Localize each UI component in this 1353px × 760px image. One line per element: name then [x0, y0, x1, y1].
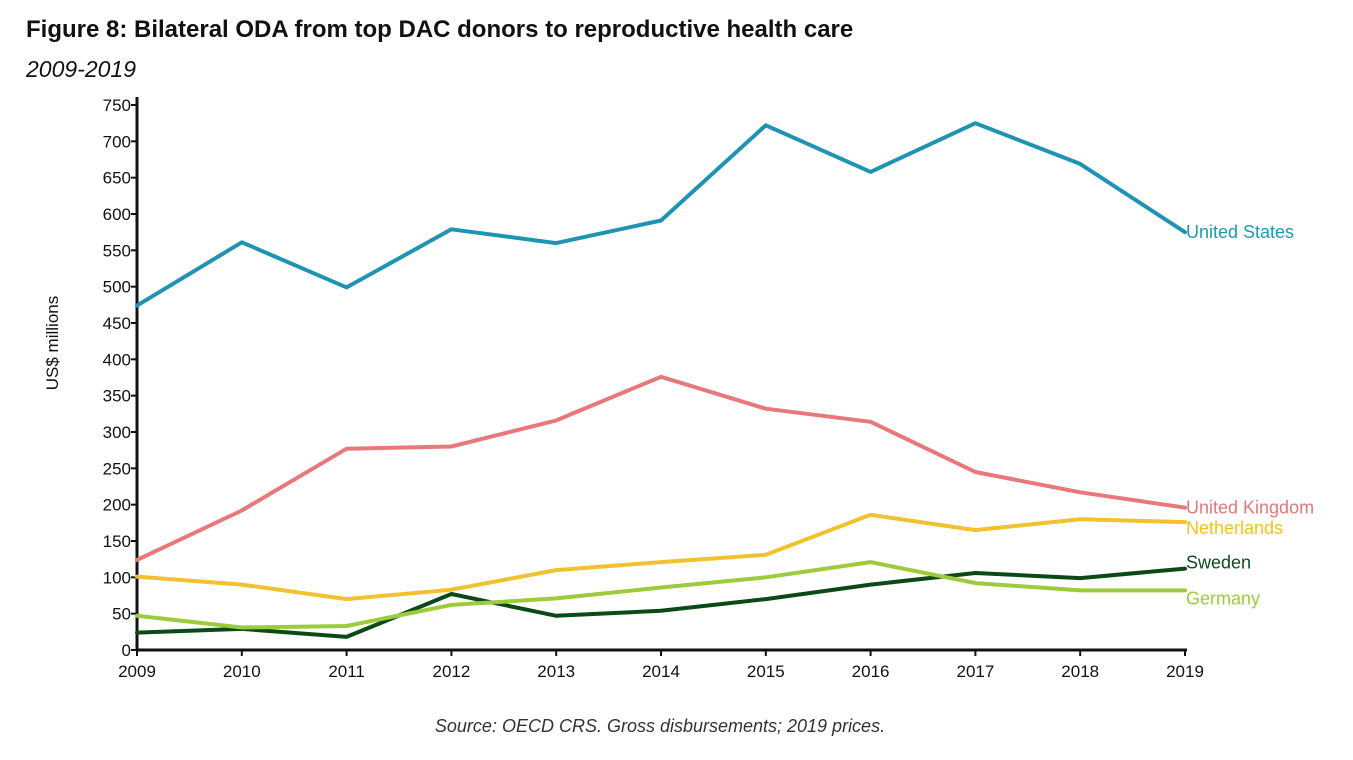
y-tick-label: 750	[103, 96, 131, 115]
chart-axes: 0 50 100 150 200 250 300 350 400 450 500 550 600 650 7…	[103, 96, 1204, 681]
x-tick-label: 2016	[852, 662, 890, 681]
data-point-germany	[869, 560, 873, 564]
y-tick-label: 0	[122, 641, 131, 660]
data-point-sweden	[449, 592, 453, 596]
y-tick-label: 650	[103, 169, 131, 188]
data-point-united-states	[1183, 230, 1187, 234]
data-point-united-states	[869, 170, 873, 174]
chart-lines	[135, 121, 1187, 639]
chart-title: Figure 8: Bilateral ODA from top DAC don…	[26, 16, 854, 43]
data-point-netherlands	[659, 560, 663, 564]
data-point-sweden	[135, 631, 139, 635]
data-point-united-kingdom	[240, 508, 244, 512]
data-point-sweden	[554, 614, 558, 618]
data-point-germany	[345, 624, 349, 628]
data-point-united-kingdom	[973, 470, 977, 474]
y-tick-label: 550	[103, 241, 131, 260]
data-point-germany	[1078, 588, 1082, 592]
chart-subtitle: 2009-2019	[26, 56, 136, 82]
x-tick-label: 2019	[1166, 662, 1204, 681]
data-point-united-states	[764, 123, 768, 127]
data-point-united-states	[135, 304, 139, 308]
data-point-united-states	[449, 227, 453, 231]
data-point-united-kingdom	[659, 375, 663, 379]
data-point-united-states	[345, 285, 349, 289]
data-point-sweden	[345, 635, 349, 639]
data-point-sweden	[973, 571, 977, 575]
series-label-sweden: Sweden	[1186, 553, 1251, 573]
data-point-sweden	[659, 609, 663, 613]
x-tick-label: 2011	[328, 662, 365, 681]
y-tick-label: 300	[103, 423, 131, 442]
y-tick-label: 450	[103, 314, 131, 333]
data-point-germany	[659, 586, 663, 590]
series-label-united-states: United States	[1186, 222, 1294, 242]
x-tick-label: 2012	[432, 662, 470, 681]
data-point-netherlands	[869, 513, 873, 517]
data-point-united-kingdom	[764, 407, 768, 411]
series-line-united-states	[135, 121, 1187, 308]
series-label-germany: Germany	[1186, 588, 1260, 608]
x-tick-label: 2018	[1061, 662, 1099, 681]
y-tick-label: 150	[103, 532, 131, 551]
y-tick-label: 700	[103, 132, 131, 151]
x-tick-label: 2015	[747, 662, 785, 681]
series-label-netherlands: Netherlands	[1186, 518, 1283, 538]
data-point-germany	[240, 625, 244, 629]
x-tick-label: 2014	[642, 662, 680, 681]
y-tick-label: 200	[103, 496, 131, 515]
y-tick-label: 100	[103, 568, 131, 587]
data-point-sweden	[764, 597, 768, 601]
data-point-netherlands	[345, 597, 349, 601]
series-label-united-kingdom: United Kingdom	[1186, 498, 1314, 518]
data-point-sweden	[869, 583, 873, 587]
x-tick-label: 2013	[537, 662, 575, 681]
y-axis-label: US$ millions	[43, 296, 62, 390]
data-point-united-states	[240, 240, 244, 244]
source-note: Source: OECD CRS. Gross disbursements; 2…	[434, 716, 886, 736]
data-point-germany	[764, 575, 768, 579]
x-tick-label: 2009	[118, 662, 156, 681]
data-point-germany	[554, 596, 558, 600]
y-tick-label: 500	[103, 278, 131, 297]
y-tick-label: 600	[103, 205, 131, 224]
data-point-sweden	[1078, 576, 1082, 580]
series-line-germany	[135, 560, 1187, 630]
data-point-netherlands	[1183, 520, 1187, 524]
data-point-germany	[449, 603, 453, 607]
x-tick-label: 2017	[956, 662, 994, 681]
data-point-germany	[1183, 588, 1187, 592]
data-point-netherlands	[449, 588, 453, 592]
data-point-united-kingdom	[1183, 506, 1187, 510]
x-tick-label: 2010	[223, 662, 261, 681]
data-point-united-kingdom	[554, 418, 558, 422]
y-tick-label: 400	[103, 350, 131, 369]
data-point-united-states	[973, 121, 977, 125]
data-point-united-kingdom	[449, 445, 453, 449]
data-point-united-kingdom	[345, 447, 349, 451]
y-tick-label: 250	[103, 459, 131, 478]
data-point-netherlands	[1078, 517, 1082, 521]
data-point-united-states	[1078, 162, 1082, 166]
data-point-united-states	[659, 219, 663, 223]
data-point-united-kingdom	[135, 558, 139, 562]
data-point-united-states	[554, 241, 558, 245]
data-point-netherlands	[240, 583, 244, 587]
data-point-germany	[973, 581, 977, 585]
data-point-united-kingdom	[869, 420, 873, 424]
data-point-netherlands	[135, 575, 139, 579]
data-point-united-kingdom	[1078, 490, 1082, 494]
data-point-netherlands	[973, 528, 977, 532]
y-tick-label: 50	[112, 605, 131, 624]
data-point-sweden	[1183, 567, 1187, 571]
data-point-netherlands	[764, 553, 768, 557]
data-point-germany	[135, 614, 139, 618]
series-line-united-kingdom	[135, 374, 1187, 562]
y-tick-label: 350	[103, 387, 131, 406]
data-point-netherlands	[554, 568, 558, 572]
